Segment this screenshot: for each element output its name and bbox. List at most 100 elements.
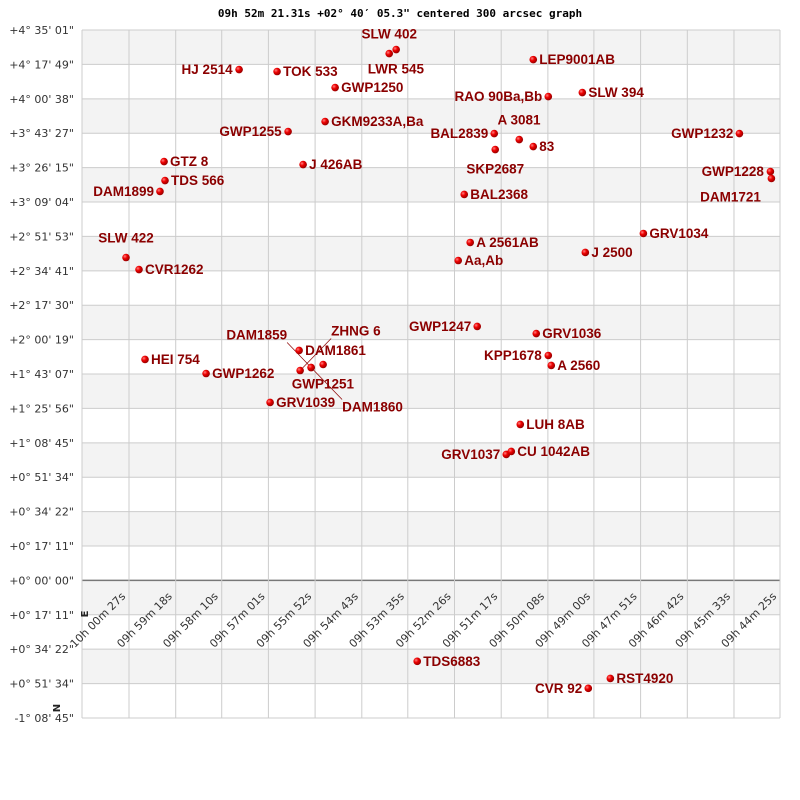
y-tick-label: +4° 17' 49" — [9, 58, 74, 71]
y-tick-label: +0° 17' 11" — [9, 609, 74, 622]
star-point — [156, 187, 164, 196]
star-point — [639, 229, 648, 238]
star-point — [319, 360, 327, 369]
star-point — [122, 253, 130, 262]
star-point — [160, 157, 168, 166]
star-label: TDS 566 — [171, 173, 225, 188]
star-point — [735, 129, 744, 138]
star-label: GWP1232 — [671, 126, 733, 141]
star-label: DAM1721 — [700, 189, 761, 204]
star-label: SLW 422 — [98, 231, 154, 246]
plot-stripe — [82, 442, 780, 478]
star-point — [454, 256, 463, 265]
star-label: DAM1899 — [93, 184, 154, 199]
star-point — [266, 398, 274, 407]
plot-stripe — [82, 408, 780, 443]
y-tick-label: +1° 08' 45" — [9, 437, 74, 450]
plot-stripe — [82, 270, 780, 306]
star-label: TDS6883 — [423, 654, 481, 669]
y-tick-label: +2° 51' 53" — [9, 230, 74, 243]
star-label: HJ 2514 — [182, 62, 234, 77]
star-label: GRV1034 — [649, 226, 709, 241]
y-tick-label: +2° 17' 30" — [9, 299, 74, 312]
star-point — [606, 674, 615, 683]
star-point — [767, 174, 776, 183]
star-point — [578, 88, 587, 97]
star-point — [529, 55, 538, 64]
plot-stripe — [82, 236, 780, 271]
star-label: GRV1039 — [276, 395, 335, 410]
star-label: SLW 394 — [588, 85, 644, 100]
star-label: DAM1859 — [226, 328, 287, 343]
plot-background — [82, 30, 780, 718]
star-label: SLW 402 — [361, 27, 417, 42]
plot-stripe — [82, 683, 780, 718]
grid-lines — [81, 29, 781, 719]
star-point — [507, 447, 516, 456]
star-label: BAL2368 — [470, 187, 528, 202]
star-label: KPP1678 — [484, 348, 542, 363]
star-label: GKM9233A,Ba — [331, 114, 424, 129]
star-label: GWP1262 — [212, 366, 274, 381]
star-label: GTZ 8 — [170, 154, 209, 169]
star-point — [460, 190, 469, 199]
star-point — [473, 322, 482, 331]
star-label: A 2561AB — [476, 235, 539, 250]
star-point — [273, 67, 281, 76]
plot-stripe — [82, 511, 780, 547]
star-point — [135, 265, 143, 274]
y-tick-label: +4° 35' 01" — [9, 24, 74, 37]
star-point — [466, 238, 475, 247]
plot-stripe — [82, 614, 780, 650]
star-label: GWP1247 — [409, 319, 471, 334]
star-point — [516, 420, 525, 429]
star-label: J 2500 — [591, 245, 632, 260]
plot-stripe — [82, 305, 780, 340]
star-label: HEI 754 — [151, 352, 200, 367]
star-point — [385, 49, 394, 58]
star-points — [122, 45, 776, 693]
plot-stripe — [82, 649, 780, 684]
star-point — [307, 363, 315, 372]
plot-stripe — [82, 546, 780, 581]
star-label: ZHNG 6 — [331, 324, 381, 339]
y-tick-label: +0° 34' 22" — [9, 506, 74, 519]
star-point — [321, 117, 329, 126]
star-point — [284, 127, 292, 136]
label-leader-lines — [286, 338, 343, 400]
star-point — [141, 355, 149, 364]
star-point — [529, 142, 538, 151]
star-label: DAM1860 — [342, 400, 403, 415]
star-label: DAM1861 — [305, 343, 366, 358]
star-point — [581, 248, 590, 257]
y-tick-label: +2° 00' 19" — [9, 334, 74, 347]
y-tick-label: +0° 34' 22" — [9, 643, 74, 656]
plot-stripe — [82, 133, 780, 168]
y-tick-label: +2° 34' 41" — [9, 265, 74, 278]
plot-stripe — [82, 64, 780, 99]
compass-east-label: E — [80, 610, 91, 617]
star-label: 83 — [539, 139, 555, 154]
star-point — [331, 83, 339, 92]
plot-stripe — [82, 374, 780, 409]
star-label: LEP9001AB — [539, 52, 615, 67]
star-point — [296, 366, 304, 375]
star-label: J 426AB — [309, 157, 363, 172]
star-labels: HJ 2514 TOK 533 SLW 402 LWR 545 GWP1250 GKM92… — [93, 27, 764, 696]
plot-stripe — [82, 30, 780, 65]
star-point — [235, 65, 243, 74]
star-point — [584, 684, 593, 693]
star-point — [392, 45, 400, 54]
star-label: SKP2687 — [466, 162, 524, 177]
compass-north-label: N — [52, 704, 63, 712]
star-label: GRV1037 — [441, 447, 500, 462]
star-point — [544, 351, 553, 360]
star-label: GWP1250 — [341, 80, 403, 95]
chart-title: 09h 52m 21.31s +02° 40′ 05.3" centered 3… — [218, 7, 582, 20]
plot-stripe — [82, 202, 780, 237]
star-label: LWR 545 — [368, 62, 425, 77]
star-label: CVR1262 — [145, 262, 204, 277]
star-label: RAO 90Ba,Bb — [455, 89, 543, 104]
star-label: GWP1251 — [292, 377, 355, 392]
